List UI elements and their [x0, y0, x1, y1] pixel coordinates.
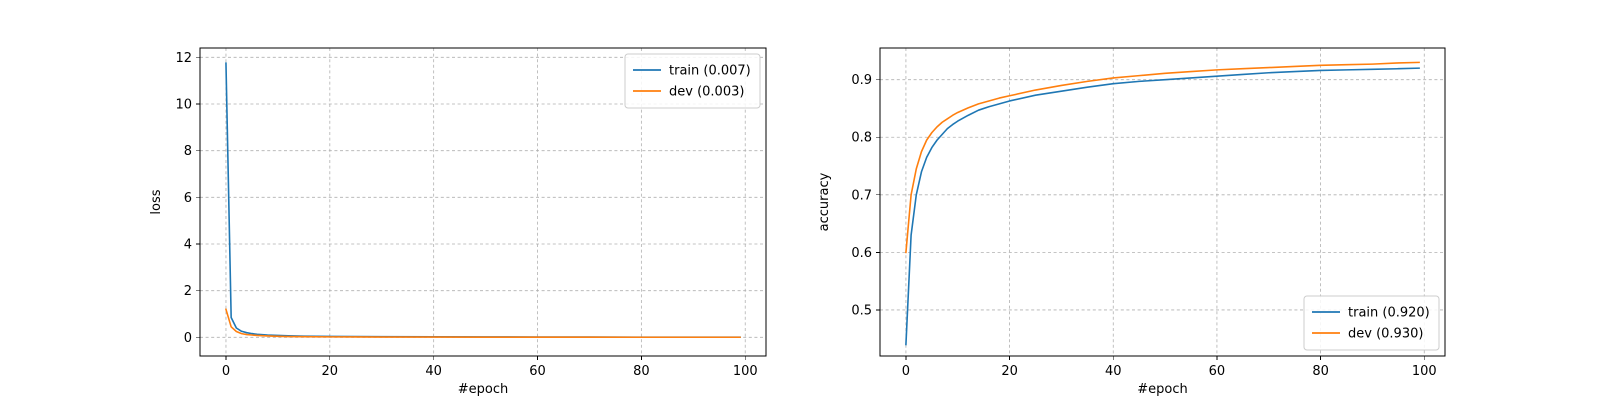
loss-series-dev-line — [224, 308, 741, 339]
loss-legend-label: dev (0.003) — [669, 85, 744, 100]
loss-x-tick-label: 80 — [633, 364, 650, 379]
loss-x-tick-label: 20 — [322, 364, 339, 379]
loss-y-tick-label: 4 — [184, 238, 192, 253]
accuracy-y-axis-label: accuracy — [817, 172, 832, 231]
loss-x-tick-label: 60 — [529, 364, 546, 379]
loss-x-axis-label: #epoch — [458, 382, 508, 397]
loss-legend: train (0.007) dev (0.003) — [624, 53, 761, 109]
loss-y-tick-label: 8 — [184, 144, 192, 159]
accuracy-x-axis-label: #epoch — [1137, 382, 1187, 397]
accuracy-x-tick-label: 40 — [1105, 364, 1122, 379]
accuracy-plot: 0 20 40 60 80 100 0.5 0.6 0.7 0.8 0.9 #epoch accurac… — [817, 47, 1446, 397]
accuracy-y-tick-label: 0.6 — [851, 246, 872, 261]
loss-x-tick-label: 40 — [425, 364, 442, 379]
accuracy-x-tick-label: 20 — [1001, 364, 1018, 379]
accuracy-x-tick-label: 60 — [1209, 364, 1226, 379]
loss-y-tick-label: 12 — [175, 51, 192, 66]
loss-y-tick-label: 0 — [184, 331, 192, 346]
loss-plot: 0 20 40 60 80 100 0 2 4 6 8 10 12 #epoch loss train (0.… — [149, 47, 767, 397]
accuracy-axes-frame — [879, 47, 1446, 357]
accuracy-y-tick-label: 0.5 — [851, 303, 872, 318]
loss-y-tick-label: 10 — [175, 98, 192, 113]
accuracy-y-tick-label: 0.8 — [851, 131, 872, 146]
accuracy-legend-box — [1303, 295, 1440, 351]
loss-y-tick-label: 6 — [184, 191, 192, 206]
accuracy-x-tick-label: 0 — [902, 364, 910, 379]
loss-axes-frame — [199, 47, 767, 357]
accuracy-legend-label: train (0.920) — [1348, 306, 1430, 321]
accuracy-x-tick-label: 80 — [1312, 364, 1329, 379]
accuracy-x-tick-label: 100 — [1412, 364, 1437, 379]
loss-y-tick-label: 2 — [184, 284, 192, 299]
accuracy-series-dev-line — [905, 61, 1420, 254]
accuracy-legend: train (0.920) dev (0.930) — [1303, 295, 1440, 351]
loss-x-tick-label: 0 — [222, 364, 230, 379]
accuracy-y-tick-label: 0.7 — [851, 188, 872, 203]
loss-x-tick-label: 100 — [733, 364, 758, 379]
accuracy-legend-label: dev (0.930) — [1348, 327, 1423, 342]
loss-legend-label: train (0.007) — [669, 64, 751, 79]
accuracy-y-tick-label: 0.9 — [851, 73, 872, 88]
accuracy-series-train-line — [905, 67, 1420, 346]
loss-y-axis-label: loss — [149, 189, 164, 214]
loss-legend-box — [624, 53, 761, 109]
